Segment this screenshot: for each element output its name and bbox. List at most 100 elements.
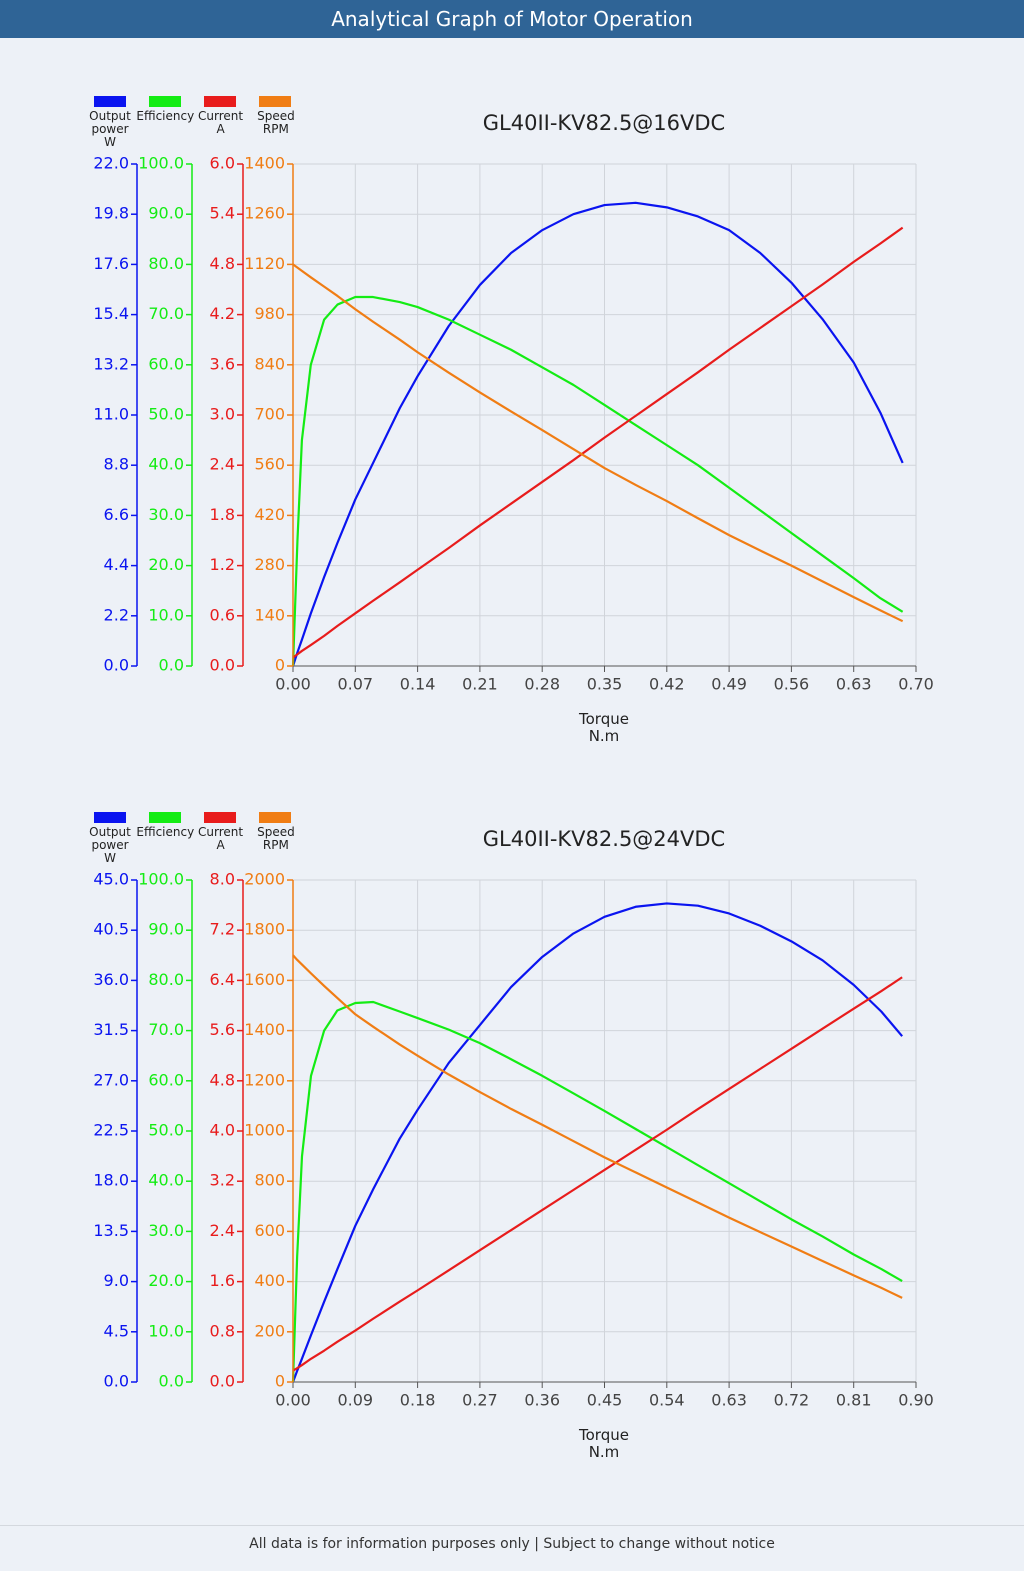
x-tick-label: 0.27 xyxy=(462,1391,498,1410)
y-tick-label: 30.0 xyxy=(148,505,184,524)
y-tick-label: 6.6 xyxy=(104,505,129,524)
y-tick-label: 140 xyxy=(254,605,285,624)
y-tick-label: 2.4 xyxy=(210,1221,235,1240)
y-tick-label: 560 xyxy=(254,455,285,474)
y-tick-label: 30.0 xyxy=(148,1221,184,1240)
legend-swatch xyxy=(149,812,181,823)
series-line xyxy=(292,954,903,1299)
legend-label: Efficiency xyxy=(136,825,195,839)
x-tick-label: 0.72 xyxy=(774,1391,810,1410)
legend-swatch xyxy=(94,96,126,107)
x-tick-label: 0.07 xyxy=(337,675,373,694)
page-title: Analytical Graph of Motor Operation xyxy=(0,0,1024,38)
x-tick-label: 0.54 xyxy=(649,1391,685,1410)
x-tick-label: 0.36 xyxy=(524,1391,560,1410)
y-tick-label: 8.0 xyxy=(210,870,235,889)
y-tick-label: 0.0 xyxy=(159,656,184,675)
y-tick-label: 4.5 xyxy=(104,1321,129,1340)
y-tick-label: 2000 xyxy=(244,870,285,889)
x-tick-label: 0.00 xyxy=(275,675,311,694)
y-tick-label: 5.6 xyxy=(210,1020,235,1039)
x-tick-label: 0.56 xyxy=(774,675,810,694)
y-tick-label: 7.2 xyxy=(210,920,235,939)
footer-divider xyxy=(0,1525,1024,1526)
x-tick-label: 0.63 xyxy=(711,1391,747,1410)
y-tick-label: 13.2 xyxy=(93,354,129,373)
y-tick-label: 0.0 xyxy=(104,1372,129,1391)
y-tick-label: 1600 xyxy=(244,970,285,989)
y-tick-label: 15.4 xyxy=(93,304,129,323)
y-tick-label: 6.4 xyxy=(210,970,235,989)
y-tick-label: 31.5 xyxy=(93,1020,129,1039)
y-tick-label: 0.0 xyxy=(159,1372,184,1391)
legend-swatch xyxy=(94,812,126,823)
y-tick-label: 1400 xyxy=(244,1020,285,1039)
legend-label: Efficiency xyxy=(136,109,195,123)
y-tick-label: 4.4 xyxy=(104,555,129,574)
legend-label: Current A xyxy=(198,825,244,852)
y-tick-label: 40.0 xyxy=(148,455,184,474)
y-tick-label: 4.8 xyxy=(210,1070,235,1089)
y-tick-label: 0 xyxy=(275,1372,285,1391)
x-tick-label: 0.49 xyxy=(711,675,747,694)
x-tick-label: 0.21 xyxy=(462,675,498,694)
y-tick-label: 5.4 xyxy=(210,204,235,223)
y-tick-label: 90.0 xyxy=(148,204,184,223)
y-tick-label: 70.0 xyxy=(148,304,184,323)
y-tick-label: 0.8 xyxy=(210,1321,235,1340)
y-tick-label: 1260 xyxy=(244,204,285,223)
y-tick-label: 1000 xyxy=(244,1121,285,1140)
series-line xyxy=(292,976,903,1372)
y-tick-label: 280 xyxy=(254,555,285,574)
y-tick-label: 80.0 xyxy=(148,254,184,273)
series-line xyxy=(291,201,904,667)
y-tick-label: 840 xyxy=(254,354,285,373)
y-tick-label: 60.0 xyxy=(148,354,184,373)
y-tick-label: 20.0 xyxy=(148,555,184,574)
y-tick-label: 60.0 xyxy=(148,1070,184,1089)
y-tick-label: 800 xyxy=(254,1171,285,1190)
legend-swatch xyxy=(259,96,291,107)
y-tick-label: 0.6 xyxy=(210,605,235,624)
y-tick-label: 45.0 xyxy=(93,870,129,889)
y-tick-label: 40.5 xyxy=(93,920,129,939)
legend-label: Speed RPM xyxy=(257,109,295,136)
y-tick-label: 80.0 xyxy=(148,970,184,989)
x-tick-label: 0.45 xyxy=(587,1391,623,1410)
y-tick-label: 3.6 xyxy=(210,354,235,373)
series-line xyxy=(291,295,904,667)
y-tick-label: 90.0 xyxy=(148,920,184,939)
legend-swatch xyxy=(259,812,291,823)
y-tick-label: 1.8 xyxy=(210,505,235,524)
y-tick-label: 1.6 xyxy=(210,1271,235,1290)
legend-swatch xyxy=(204,812,236,823)
y-tick-label: 70.0 xyxy=(148,1020,184,1039)
series-line xyxy=(292,226,904,659)
y-tick-label: 3.2 xyxy=(210,1171,235,1190)
legend-label: Speed RPM xyxy=(257,825,295,852)
y-tick-label: 50.0 xyxy=(148,1121,184,1140)
y-tick-label: 36.0 xyxy=(93,970,129,989)
y-tick-label: 18.0 xyxy=(93,1171,129,1190)
y-tick-label: 0.0 xyxy=(210,656,235,675)
y-tick-label: 4.8 xyxy=(210,254,235,273)
y-tick-label: 6.0 xyxy=(210,154,235,173)
x-tick-label: 0.90 xyxy=(898,1391,934,1410)
y-tick-label: 100.0 xyxy=(138,870,184,889)
y-tick-label: 1800 xyxy=(244,920,285,939)
legend-swatch xyxy=(204,96,236,107)
y-tick-label: 50.0 xyxy=(148,405,184,424)
y-tick-label: 1.2 xyxy=(210,555,235,574)
y-tick-label: 980 xyxy=(254,304,285,323)
y-tick-label: 1400 xyxy=(244,154,285,173)
y-tick-label: 3.0 xyxy=(210,405,235,424)
y-tick-label: 0 xyxy=(275,656,285,675)
y-tick-label: 600 xyxy=(254,1221,285,1240)
x-tick-label: 0.81 xyxy=(836,1391,872,1410)
legend-swatch xyxy=(149,96,181,107)
x-tick-label: 0.09 xyxy=(337,1391,373,1410)
y-tick-label: 27.0 xyxy=(93,1070,129,1089)
y-tick-label: 11.0 xyxy=(93,405,129,424)
y-tick-label: 22.0 xyxy=(93,154,129,173)
